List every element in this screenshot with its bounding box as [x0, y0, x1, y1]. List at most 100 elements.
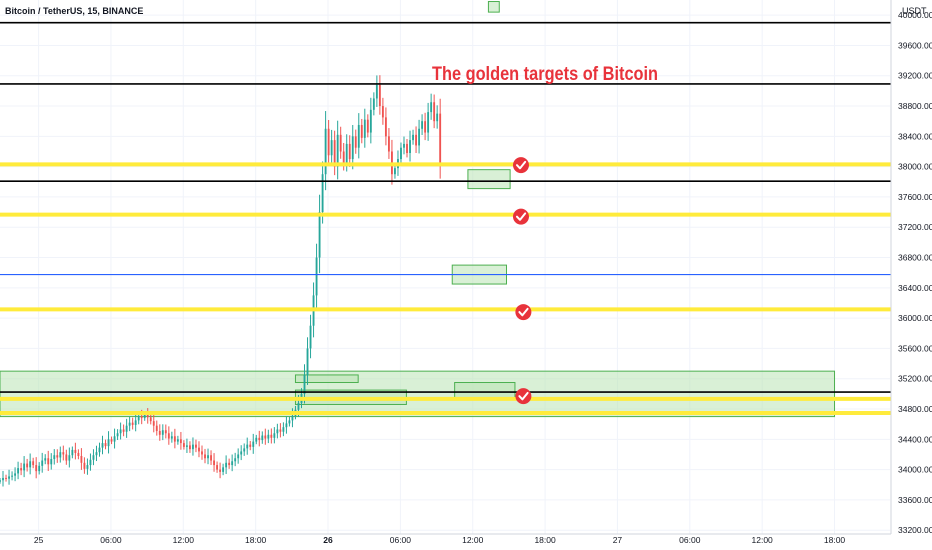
candle-body — [318, 212, 321, 258]
candle-body — [228, 462, 231, 466]
x-tick-label: 06:00 — [100, 535, 122, 545]
candle-body — [170, 436, 173, 439]
candle-body — [11, 475, 13, 477]
candle-body — [415, 134, 417, 146]
candle-body — [107, 439, 110, 447]
x-tick-label: 26 — [323, 535, 333, 545]
candle-body — [330, 140, 333, 156]
candle-body — [288, 420, 291, 424]
candle-body — [134, 420, 137, 425]
check-mark — [518, 307, 529, 317]
y-tick-label: 35200.00 — [898, 374, 932, 384]
candle-body — [342, 151, 345, 163]
candle-body — [237, 454, 240, 459]
support-zone[interactable] — [467, 169, 511, 190]
candle-body — [110, 439, 113, 442]
candle-body — [71, 449, 74, 456]
chart-annotation-title: The golden targets of Bitcoin — [432, 64, 659, 85]
time-axis[interactable] — [0, 534, 891, 550]
candle-body — [303, 374, 306, 394]
candle-body — [372, 98, 375, 110]
candle-body — [345, 143, 348, 163]
candle-body — [240, 451, 243, 455]
check-icon — [512, 157, 529, 174]
check-mark — [515, 212, 527, 221]
support-zone[interactable] — [487, 1, 500, 13]
candle-body — [231, 461, 234, 466]
candle-body — [95, 452, 98, 456]
y-tick-label: 37200.00 — [898, 222, 932, 232]
x-tick-label: 06:00 — [679, 535, 701, 545]
candle-body — [381, 106, 384, 118]
y-tick-label: 38000.00 — [898, 162, 932, 172]
candle-body — [264, 435, 267, 439]
candle-body — [179, 439, 182, 444]
candle-body — [198, 447, 200, 452]
candle-body — [155, 425, 158, 431]
candle-body — [92, 455, 95, 460]
x-tick-label: 06:00 — [390, 535, 412, 545]
candle-body — [387, 136, 390, 152]
candle-body — [173, 436, 176, 442]
candle-body — [315, 257, 318, 296]
candle-body — [164, 430, 167, 434]
candle-body — [234, 458, 237, 462]
candle-body — [285, 423, 288, 428]
candle-body — [26, 463, 29, 468]
x-tick-label: 27 — [613, 535, 623, 545]
candle-body — [35, 465, 38, 472]
check-circle — [515, 304, 532, 321]
candle-body — [89, 459, 92, 466]
candle-body — [439, 113, 442, 166]
candle-body — [62, 452, 65, 455]
candle-body — [360, 124, 363, 138]
candle-body — [375, 84, 378, 99]
candle-body — [5, 477, 7, 479]
y-tick-label: 38400.00 — [898, 131, 932, 141]
candle-body — [270, 434, 273, 438]
candle-body — [23, 463, 26, 471]
y-tick-label: 33200.00 — [898, 525, 932, 535]
y-tick-label: 33600.00 — [898, 495, 932, 505]
candle-body — [137, 416, 140, 421]
check-circle — [512, 208, 529, 225]
candle-body — [59, 452, 62, 458]
candle-body — [0, 480, 1, 482]
candle-body — [378, 84, 381, 107]
candle-body — [403, 143, 405, 148]
candle-body — [119, 429, 122, 434]
support-zone[interactable] — [0, 370, 836, 418]
candle-body — [53, 455, 56, 460]
candle-body — [333, 140, 336, 167]
check-mark — [515, 160, 527, 170]
x-tick-label: 12:00 — [462, 535, 484, 545]
candle-body — [122, 429, 125, 432]
y-tick-label: 37600.00 — [898, 192, 932, 202]
check-mark — [518, 391, 529, 401]
candle-body — [50, 459, 53, 465]
candle-body — [291, 415, 294, 421]
candle-body — [195, 444, 197, 448]
currency-label[interactable]: USDT — [902, 6, 927, 16]
candle-body — [282, 427, 285, 432]
candle-body — [29, 461, 32, 468]
candle-body — [219, 469, 222, 472]
candle-body — [249, 444, 252, 447]
y-tick-label: 35600.00 — [898, 343, 932, 353]
candle-body — [56, 455, 59, 458]
support-zone[interactable] — [294, 374, 359, 384]
y-tick-label: 34800.00 — [898, 404, 932, 414]
x-tick-label: 18:00 — [245, 535, 267, 545]
candle-body — [83, 462, 86, 469]
candle-body — [161, 430, 164, 435]
candle-body — [8, 476, 10, 479]
candle-body — [369, 109, 372, 133]
x-tick-label: 18:00 — [824, 535, 846, 545]
candle-body — [400, 147, 402, 160]
x-tick-label: 12:00 — [752, 535, 774, 545]
price-axis[interactable] — [891, 0, 932, 550]
candle-body — [149, 417, 152, 422]
candle-body — [14, 473, 17, 476]
candle-body — [113, 436, 116, 442]
